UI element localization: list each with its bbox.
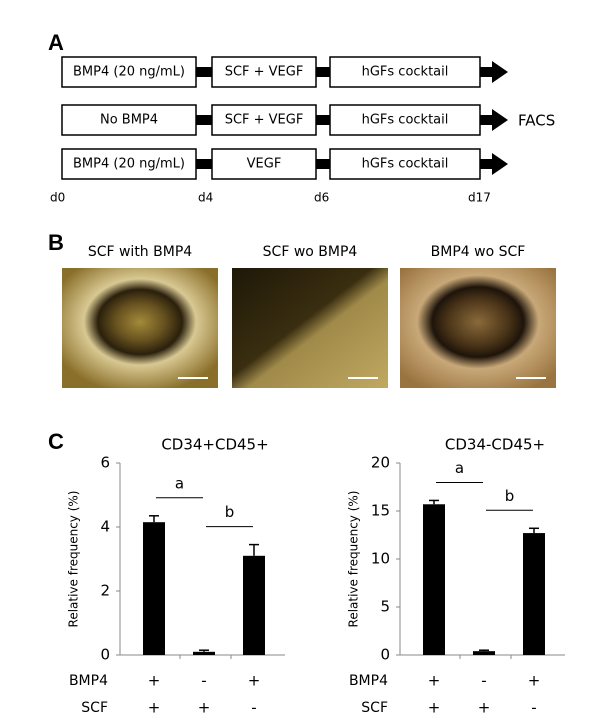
step-label: hGFs cocktail — [362, 113, 449, 128]
image-caption: SCF wo BMP4 — [263, 244, 358, 260]
condition-value: - — [201, 672, 206, 690]
condition-value: + — [198, 699, 211, 717]
condition-value: + — [248, 672, 261, 690]
condition-name: SCF — [361, 700, 388, 716]
step-box — [211, 148, 317, 180]
connector — [316, 159, 330, 169]
step-box — [329, 148, 481, 180]
condition-value: - — [481, 672, 486, 690]
arrow-shaft — [480, 115, 494, 125]
image-caption: BMP4 wo SCF — [431, 244, 526, 260]
step-box — [61, 56, 197, 88]
panel-label: B — [48, 230, 64, 255]
y-tick-label: 10 — [371, 550, 390, 568]
y-tick-label: 20 — [371, 454, 390, 472]
panel-b: SCF with BMP4 SCF wo BMP4 BMP4 wo SCF — [62, 244, 556, 388]
condition-name: BMP4 — [69, 673, 108, 689]
chart-title: CD34+CD45+ — [161, 436, 268, 454]
connector — [196, 115, 212, 125]
bar — [523, 533, 545, 655]
step-box — [211, 104, 317, 136]
connector — [196, 159, 212, 169]
micrograph — [232, 268, 388, 388]
bar — [423, 504, 445, 655]
y-tick-label: 0 — [380, 646, 390, 664]
step-box — [61, 104, 197, 136]
step-box — [329, 56, 481, 88]
step-box — [211, 56, 317, 88]
day-label: d0 — [50, 191, 65, 205]
y-tick-label: 4 — [100, 518, 110, 536]
condition-value: - — [251, 699, 256, 717]
panel-a: BMP4 (20 ng/mL) SCF + VEGF hGFs cocktail No… — [50, 56, 555, 205]
significance-label: b — [225, 503, 235, 521]
condition-value: + — [148, 672, 161, 690]
step-label: VEGF — [247, 157, 282, 172]
significance-label: a — [175, 474, 184, 492]
micrograph — [62, 268, 218, 388]
connector — [196, 67, 212, 77]
panel-label: A — [48, 30, 64, 55]
step-label: BMP4 (20 ng/mL) — [73, 65, 185, 80]
step-label: No BMP4 — [100, 113, 158, 128]
y-tick-label: 15 — [371, 502, 390, 520]
connector — [316, 115, 330, 125]
bar — [243, 555, 265, 655]
condition-value: + — [148, 699, 161, 717]
step-label: hGFs cocktail — [362, 65, 449, 80]
condition-name: SCF — [81, 700, 108, 716]
bar — [473, 651, 495, 655]
y-tick-label: 5 — [380, 598, 390, 616]
condition-value: + — [478, 699, 491, 717]
y-tick-label: 6 — [100, 454, 110, 472]
significance-label: b — [505, 487, 515, 505]
chart-title: CD34-CD45+ — [445, 436, 545, 454]
step-label: BMP4 (20 ng/mL) — [73, 157, 185, 172]
micrograph — [400, 268, 556, 388]
arrow-head — [492, 61, 508, 83]
y-tick-label: 2 — [100, 582, 110, 600]
step-box — [329, 104, 481, 136]
condition-value: - — [531, 699, 536, 717]
step-box — [61, 148, 197, 180]
day-label: d17 — [468, 191, 491, 205]
day-label: d4 — [198, 191, 213, 205]
significance-label: a — [455, 459, 464, 477]
condition-value: + — [428, 699, 441, 717]
arrow-shaft — [480, 67, 494, 77]
step-label: SCF + VEGF — [225, 113, 304, 128]
condition-name: BMP4 — [349, 673, 388, 689]
image-caption: SCF with BMP4 — [88, 244, 192, 260]
bar — [193, 651, 215, 655]
panel-c: CD34+CD45+ Relative frequency (%) 0 2 4 6 a b BM… — [67, 436, 565, 717]
step-label: SCF + VEGF — [225, 65, 304, 80]
end-label: FACS — [518, 112, 555, 130]
y-axis-label: Relative frequency (%) — [347, 491, 361, 628]
step-label: hGFs cocktail — [362, 157, 449, 172]
panel-label: C — [48, 429, 64, 454]
condition-value: + — [528, 672, 541, 690]
arrow-shaft — [480, 159, 494, 169]
bar — [143, 522, 165, 655]
day-label: d6 — [314, 191, 329, 205]
arrow-head — [492, 109, 508, 131]
y-axis-label: Relative frequency (%) — [67, 491, 81, 628]
arrow-head — [492, 153, 508, 175]
condition-value: + — [428, 672, 441, 690]
y-tick-label: 0 — [100, 646, 110, 664]
connector — [316, 67, 330, 77]
